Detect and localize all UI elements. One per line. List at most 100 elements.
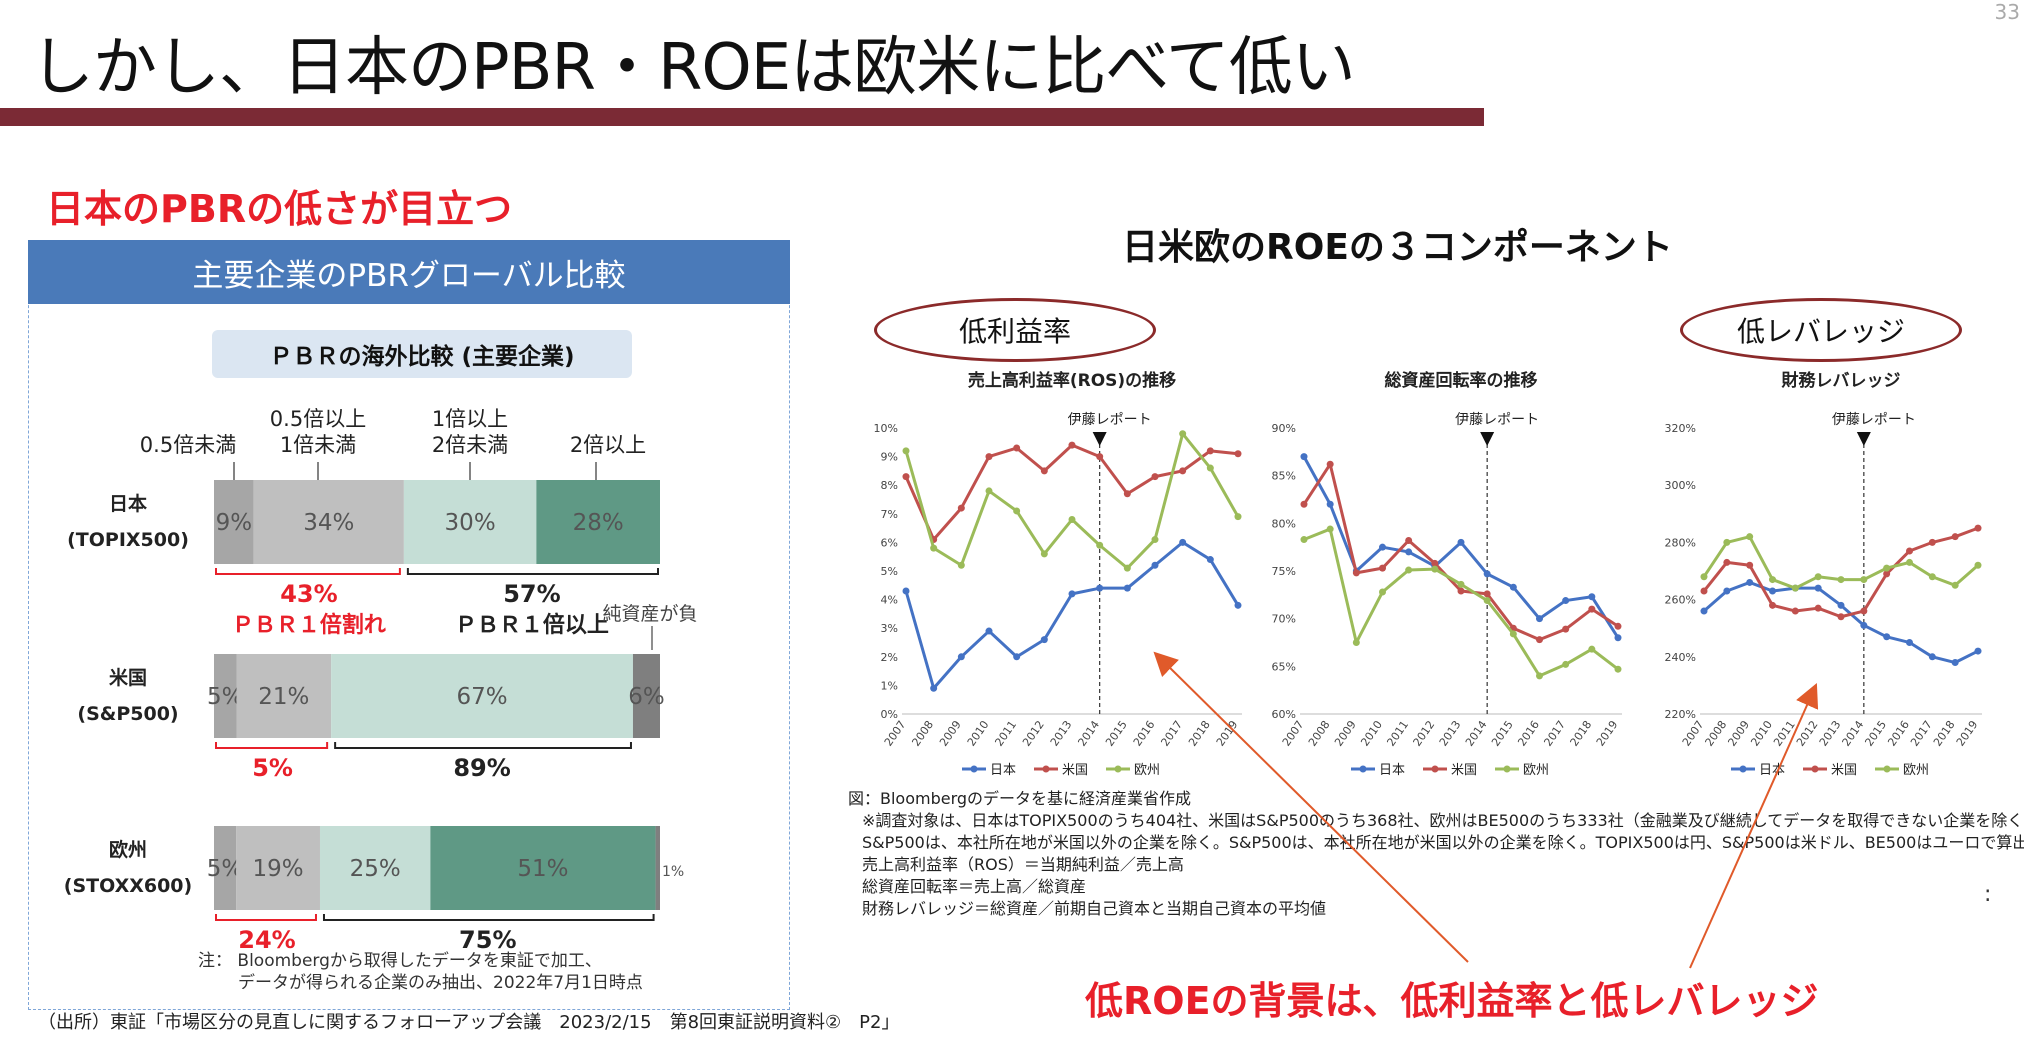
roe-x-tick-label: 2016 [1885, 718, 1912, 748]
pbr-bar-segment [236, 654, 332, 738]
low-leverage-callout: 低レバレッジ [1680, 298, 1962, 362]
note-line-1: 図：Bloombergのデータを基に経済産業省作成 [848, 789, 1192, 808]
roe-data-point [1562, 625, 1570, 633]
roe-y-tick-label: 85% [1272, 470, 1296, 483]
roe-data-point [985, 487, 993, 495]
roe-data-point [1614, 634, 1622, 642]
roe-y-tick-label: 65% [1272, 660, 1296, 673]
roe-legend-marker [970, 765, 978, 773]
roe-data-point [985, 453, 993, 461]
pbr-segment-label: 51% [517, 856, 568, 882]
roe-data-point [1814, 584, 1822, 592]
pbr-segment-label: 30% [445, 510, 496, 536]
pbr-bar-segment [214, 826, 237, 910]
pbr-segment-label: 67% [456, 684, 507, 710]
roe-chart-title: 総資産回転率の推移 [1385, 370, 1538, 391]
roe-data-point [1883, 564, 1891, 572]
roe-data-point [1123, 564, 1131, 572]
roe-data-point [1974, 524, 1982, 532]
roe-data-point [1352, 639, 1360, 646]
roe-x-tick-label: 2014 [1840, 718, 1867, 748]
roe-data-point [1588, 605, 1596, 613]
pbr-row-label: 日本 [109, 492, 147, 515]
roe-data-point [957, 653, 965, 661]
pbr-below1-share: 24% [238, 926, 295, 950]
roe-data-point [1013, 507, 1021, 515]
roe-legend-marker [1431, 765, 1439, 773]
roe-legend-label: 米国 [1831, 763, 1857, 778]
roe-data-point [1700, 607, 1708, 615]
pbr-category-label: 1倍未満 [280, 433, 356, 457]
page-number: 33 [1994, 0, 2020, 24]
pbr-segment-label: 6% [628, 684, 665, 710]
roe-data-point [902, 473, 910, 481]
roe-legend-marker [1114, 765, 1122, 773]
roe-data-point [1096, 584, 1104, 592]
roe-data-point [1974, 561, 1982, 569]
roe-x-tick-label: 2014 [1075, 718, 1102, 748]
roe-data-point [1746, 533, 1754, 541]
roe-data-point [1326, 525, 1334, 533]
roe-data-point [1562, 597, 1570, 605]
roe-data-point [902, 587, 910, 595]
roe-data-point [1837, 613, 1845, 621]
pbr-segment-label: 19% [252, 856, 303, 882]
pbr-category-label: 2倍以上 [570, 433, 646, 457]
roe-y-tick-label: 10% [874, 422, 898, 435]
roe-data-point [1509, 630, 1517, 638]
roe-x-tick-label: 2010 [965, 718, 992, 748]
low-margin-callout: 低利益率 [874, 298, 1156, 362]
slide-title: しかし、日本のPBR・ROEは欧米に比べて低い [30, 31, 1356, 105]
roe-y-tick-label: 280% [1665, 536, 1696, 549]
source-citation: （出所）東証「市場区分の見直しに関するフォローアップ会議 2023/2/15 第… [38, 1012, 900, 1033]
roe-data-point [1700, 573, 1708, 581]
roe-data-point [1405, 536, 1413, 544]
roe-data-point [1860, 607, 1868, 615]
roe-legend-label: 日本 [1379, 763, 1405, 778]
pbr-segment-label: 9% [216, 510, 253, 536]
roe-data-point [1457, 538, 1465, 546]
roe-data-point [1906, 639, 1913, 646]
roe-data-point [1151, 473, 1159, 481]
roe-legend-marker [1503, 765, 1511, 773]
roe-x-tick-label: 2010 [1358, 718, 1385, 748]
roe-data-point [1536, 636, 1543, 644]
roe-line-charts: 売上高利益率(ROS)の推移 0% 1% 2% 3% 4% 5% 6% 7% 8% 9% 10% 200… [874, 370, 1982, 778]
pbr-bar-segment [536, 480, 660, 564]
roe-x-tick-label: 2016 [1515, 718, 1542, 748]
roe-legend-label: 欧州 [1903, 763, 1929, 778]
pbr-row-sublabel: (TOPIX500) [67, 529, 189, 551]
pbr-bracket-above1 [334, 742, 632, 749]
roe-x-tick-label: 2013 [1817, 718, 1844, 748]
pbr-note: 注： Bloombergから取得したデータを東証で加工、 データが得られる企業の… [198, 950, 643, 994]
pbr-category-label: 0.5倍未満 [140, 433, 236, 457]
note-line-4: 売上高利益率（ROS）＝当期純利益／売上高 [862, 855, 1184, 874]
pbr-bracket-below1 [215, 914, 317, 921]
roe-x-tick-label: 2009 [1725, 718, 1752, 748]
pbr-category-label: 2倍未満 [432, 433, 508, 457]
roe-data-point [930, 544, 938, 552]
roe-data-point [1123, 490, 1131, 498]
roe-data-point [1791, 584, 1799, 592]
pbr-bracket-above1 [406, 568, 659, 575]
roe-legend-label: 欧州 [1523, 763, 1549, 778]
title-underline [0, 108, 1484, 126]
roe-x-tick-label: 2014 [1463, 718, 1490, 748]
roe-legend-marker [1359, 765, 1367, 773]
roe-y-tick-label: 3% [881, 622, 898, 635]
roe-x-tick-label: 2015 [1103, 718, 1130, 748]
roe-x-tick-label: 2018 [1568, 718, 1595, 748]
roe-data-point [1769, 601, 1776, 609]
note-line-3: S&P500は、本社所在地が米国以外の企業を除く。S&P500は、本社所在地が米… [862, 833, 2024, 852]
roe-data-point [1068, 516, 1076, 524]
roe-data-point [1951, 533, 1959, 541]
roe-data-point [1814, 573, 1822, 581]
roe-data-point [1746, 561, 1754, 569]
roe-x-tick-label: 2007 [882, 718, 909, 748]
roe-data-point [1588, 645, 1596, 653]
roe-data-point [1179, 538, 1187, 546]
roe-data-point [1509, 583, 1517, 591]
roe-x-tick-label: 2019 [1594, 718, 1621, 748]
roe-series-line [904, 443, 1239, 542]
